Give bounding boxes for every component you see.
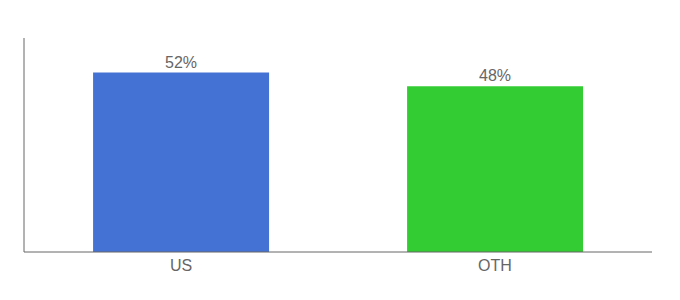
svg-text:48%: 48% [479, 67, 511, 84]
svg-text:OTH: OTH [478, 257, 512, 274]
svg-text:52%: 52% [165, 54, 197, 71]
svg-text:US: US [170, 257, 192, 274]
